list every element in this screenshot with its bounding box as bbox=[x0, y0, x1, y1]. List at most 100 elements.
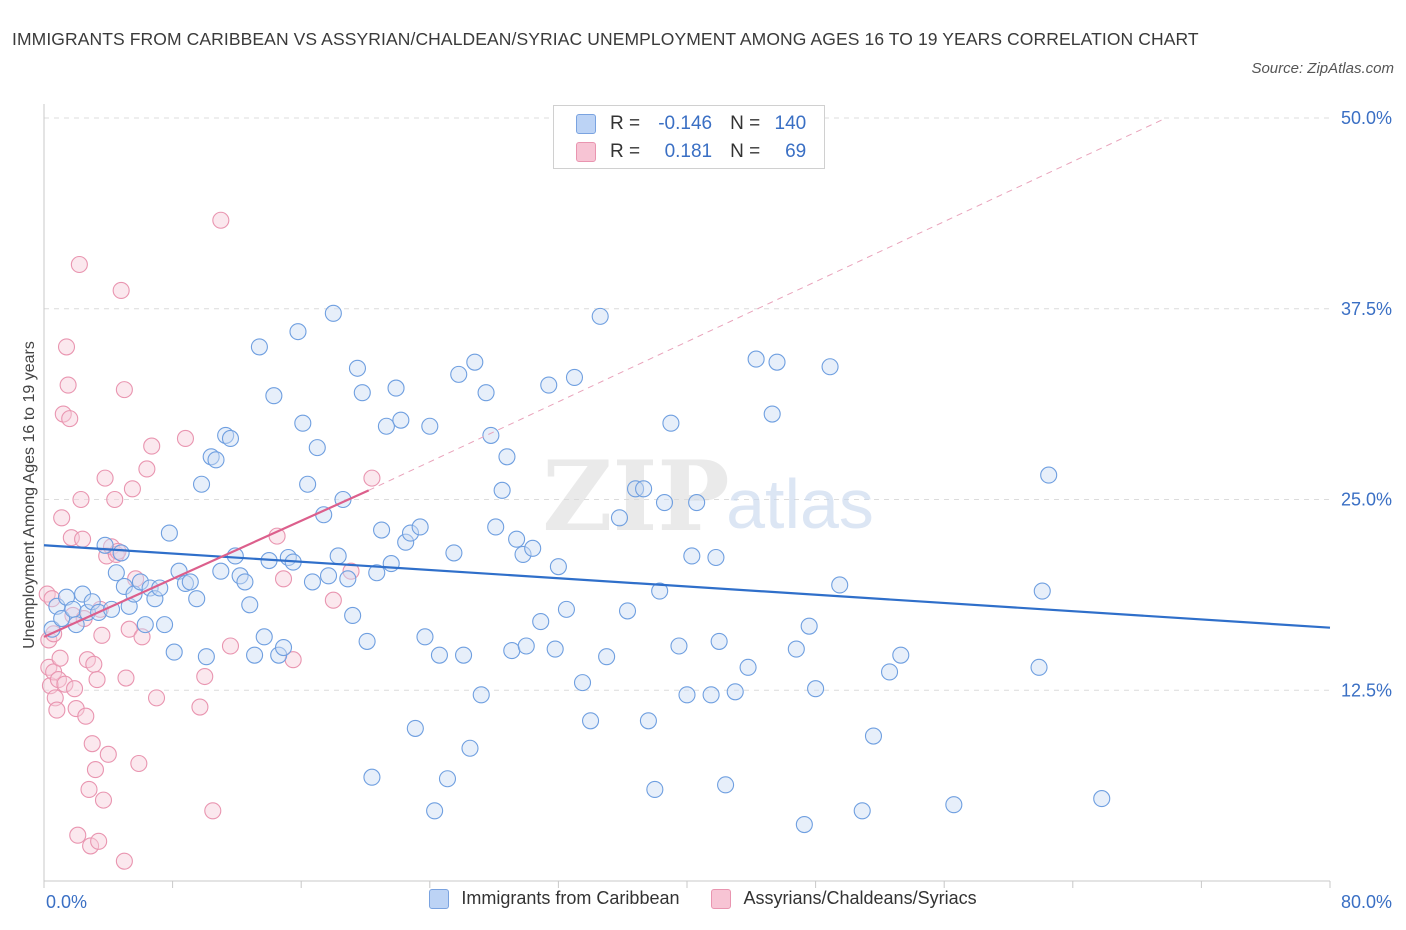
caribbean-point bbox=[508, 530, 526, 548]
caribbean-point bbox=[445, 544, 463, 562]
assyrians-point bbox=[94, 791, 113, 809]
caribbean-point bbox=[131, 573, 149, 591]
assyrians-point bbox=[138, 460, 156, 478]
caribbean-point bbox=[821, 358, 839, 376]
assyrians-point bbox=[143, 437, 161, 455]
n-label: N = bbox=[730, 113, 761, 134]
caribbean-point bbox=[707, 548, 725, 567]
caribbean-point bbox=[236, 573, 254, 591]
caribbean-point bbox=[319, 567, 338, 585]
tick-labels: 12.5% 25.0% 37.5% 50.0% 0.0% 80.0% bbox=[46, 108, 1392, 912]
caribbean-point bbox=[274, 638, 293, 657]
caribbean-point bbox=[207, 451, 225, 469]
assyrians-point bbox=[40, 658, 58, 676]
assyrians-point bbox=[85, 655, 103, 673]
caribbean-point bbox=[299, 475, 317, 493]
assyrians-point bbox=[90, 832, 108, 850]
caribbean-point bbox=[324, 304, 342, 322]
series-legend: Immigrants from Caribbean Assyrians/Chal… bbox=[0, 888, 1406, 909]
caribbean-point bbox=[382, 555, 400, 573]
caribbean-point bbox=[514, 545, 532, 563]
legend-row-assyrians: R = 0.181 N = 69 bbox=[576, 139, 806, 165]
assyrians-point bbox=[363, 469, 381, 487]
assyrians-point bbox=[106, 490, 124, 509]
caribbean-point bbox=[363, 768, 381, 786]
caribbean-point bbox=[308, 439, 326, 457]
assyrians-point bbox=[191, 698, 209, 716]
caribbean-point bbox=[156, 616, 174, 634]
caribbean-point bbox=[241, 596, 259, 614]
caribbean-point bbox=[532, 613, 550, 631]
assyrians-point bbox=[56, 675, 74, 693]
watermark: ZIP atlas bbox=[542, 440, 874, 553]
correlation-legend: R = -0.146 N = 140 R = 0.181 N = 69 bbox=[553, 105, 825, 169]
caribbean-point bbox=[662, 414, 680, 432]
caribbean-point bbox=[202, 448, 220, 466]
caribbean-point bbox=[880, 663, 899, 681]
caribbean-point bbox=[406, 719, 424, 737]
caribbean-point bbox=[635, 480, 653, 498]
legend-label-assyrians: Assyrians/Chaldeans/Syriacs bbox=[743, 888, 977, 908]
assyrians-point bbox=[93, 626, 111, 644]
caribbean-point bbox=[795, 815, 813, 834]
caribbean-point bbox=[864, 727, 883, 745]
caribbean-point bbox=[768, 353, 786, 371]
caribbean-point bbox=[146, 590, 164, 608]
assyrians-point bbox=[196, 667, 214, 686]
caribbean-point bbox=[683, 547, 701, 565]
caribbean-point bbox=[373, 521, 391, 539]
caribbean-point bbox=[255, 628, 273, 646]
caribbean-point bbox=[487, 518, 505, 536]
assyrians-point bbox=[112, 281, 130, 299]
assyrians-point bbox=[80, 780, 98, 798]
caribbean-point bbox=[892, 646, 910, 664]
assyrians-point bbox=[130, 754, 148, 773]
caribbean-point bbox=[438, 770, 457, 788]
caribbean-point bbox=[710, 632, 728, 650]
assyrians-point bbox=[115, 381, 133, 399]
assyrians-point bbox=[51, 649, 69, 667]
n-value: 140 bbox=[774, 113, 807, 134]
caribbean-point bbox=[421, 417, 439, 435]
caribbean-point bbox=[678, 686, 696, 704]
caribbean-point bbox=[747, 350, 765, 368]
caribbean-point bbox=[655, 494, 674, 512]
r-label: R = bbox=[610, 141, 641, 162]
caribbean-point bbox=[639, 712, 657, 730]
caribbean-point bbox=[482, 426, 500, 444]
y-tick-label: 12.5% bbox=[1341, 680, 1392, 700]
caribbean-point bbox=[800, 617, 818, 635]
caribbean-point bbox=[160, 524, 178, 542]
trend-line-caribbean bbox=[43, 544, 1331, 629]
trend-extension-assyrians bbox=[368, 117, 1167, 491]
caribbean-point bbox=[517, 637, 535, 655]
caribbean-point bbox=[289, 323, 307, 341]
caribbean-point bbox=[387, 379, 405, 397]
legend-swatch-assyrians bbox=[711, 888, 732, 909]
caribbean-point bbox=[294, 414, 312, 432]
caribbean-point bbox=[565, 368, 584, 386]
caribbean-point bbox=[197, 648, 215, 666]
r-value: -0.146 bbox=[658, 113, 713, 134]
caribbean-point bbox=[136, 616, 154, 634]
assyrians-point bbox=[123, 480, 141, 498]
caribbean-point bbox=[549, 558, 567, 576]
caribbean-point bbox=[397, 533, 415, 551]
caribbean-point bbox=[416, 628, 434, 646]
assyrians-point bbox=[99, 745, 117, 763]
caribbean-point bbox=[165, 643, 183, 661]
legend-swatch-caribbean bbox=[576, 114, 596, 134]
x-tick-label-max: 80.0% bbox=[1341, 892, 1392, 912]
caribbean-point bbox=[461, 739, 479, 757]
caribbean-point bbox=[1093, 790, 1111, 808]
caribbean-point bbox=[450, 365, 468, 383]
assyrians-point bbox=[86, 761, 104, 779]
caribbean-point bbox=[498, 448, 516, 466]
caribbean-point bbox=[53, 609, 71, 628]
caribbean-point bbox=[1033, 582, 1051, 600]
source-label: Source: ZipAtlas.com bbox=[1251, 60, 1394, 77]
caribbean-point bbox=[358, 632, 376, 650]
assyrians-point bbox=[120, 620, 138, 638]
caribbean-point bbox=[339, 570, 357, 588]
caribbean-point bbox=[217, 426, 235, 444]
